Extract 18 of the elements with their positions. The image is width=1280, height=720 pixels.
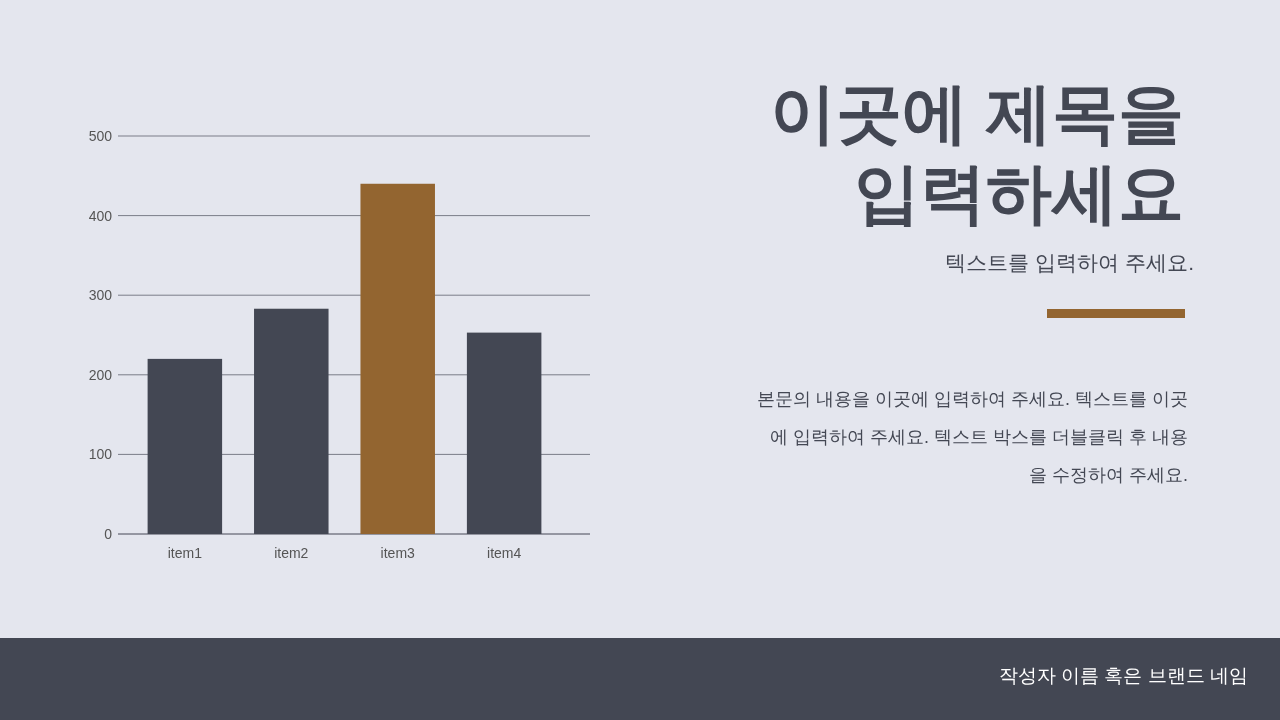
text: 텍스트를 입력하여 주세요. (945, 251, 1194, 274)
y-tick-label: 100 (88, 446, 113, 463)
text: 작성자 이름 혹은 브랜드 네임 (998, 665, 1248, 686)
y-tick-label: 400 (88, 207, 113, 224)
x-tick-label: item2 (274, 545, 309, 561)
bar (147, 358, 223, 534)
text: 이곳에 제목을 입력하세요 (769, 76, 1184, 230)
x-tick-label: item4 (487, 545, 522, 561)
y-tick-label: 0 (104, 525, 113, 542)
x-tick-label: item1 (167, 545, 203, 561)
bar (466, 332, 542, 534)
bar (254, 308, 329, 534)
y-tick-label: 300 (88, 287, 113, 304)
text: 본문의 내용을 이곳에 입력하여 주세요. 텍스트를 이곳 에 입력하여 주세요. 텍스트 박스를 더블클릭 후 내용 을 수정하여 주세요. (756, 389, 1188, 485)
bar (360, 183, 435, 534)
x-tick-label: item3 (380, 545, 416, 561)
y-tick-label: 200 (88, 366, 113, 383)
y-tick-label: 500 (88, 127, 113, 144)
